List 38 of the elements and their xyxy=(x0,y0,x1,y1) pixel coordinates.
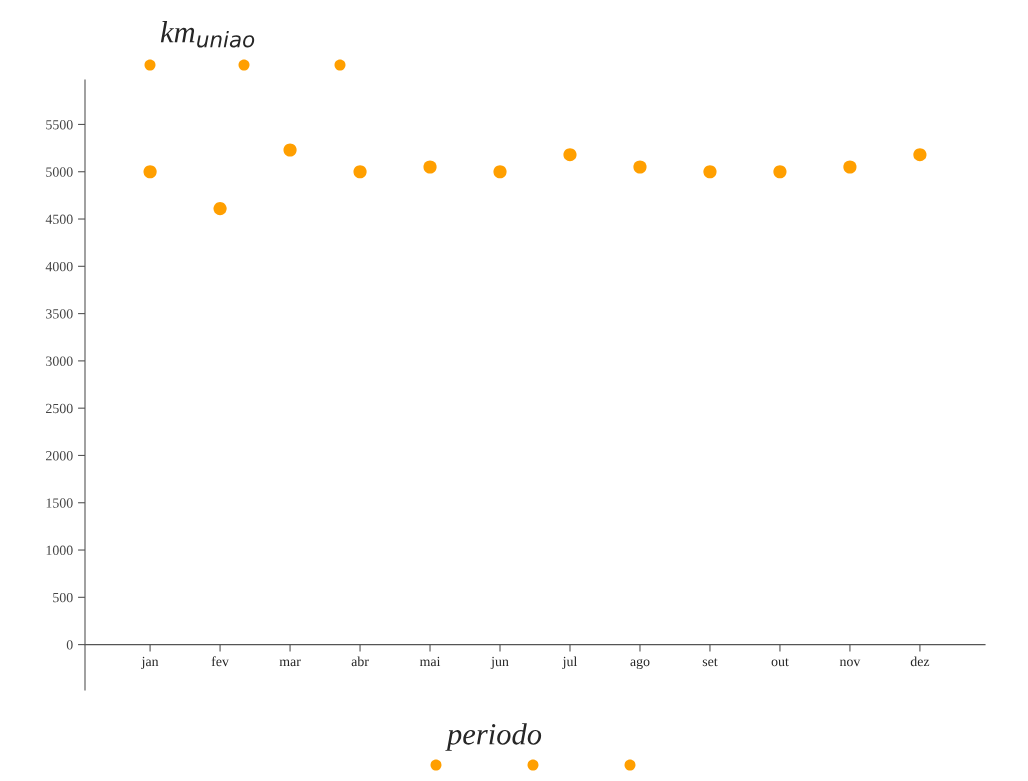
point xyxy=(563,148,577,162)
x-tick-label: jan xyxy=(141,656,159,670)
y-tick-label: 4000 xyxy=(45,261,73,272)
point xyxy=(143,165,157,179)
y-tick-label: 5000 xyxy=(46,167,73,177)
x-tick-label: jul xyxy=(562,656,578,670)
x-tick-label: jun xyxy=(490,656,509,670)
y-tick-label: 1000 xyxy=(46,545,73,555)
point xyxy=(423,160,437,174)
y-tick-label: 1500 xyxy=(46,498,73,508)
y-tick-label: 0 xyxy=(66,640,73,650)
x-axis-title: periodo xyxy=(445,723,542,751)
point xyxy=(213,202,227,216)
y-axis-title: km$_{uniao}$ xyxy=(160,20,255,48)
x-tick-label: mar xyxy=(279,659,301,667)
point xyxy=(493,165,507,179)
y-tick-label: 4500 xyxy=(45,214,73,224)
point xyxy=(703,165,717,179)
y-tick-label: 2000 xyxy=(46,451,73,461)
point xyxy=(843,160,857,174)
x-tick-label: abr xyxy=(351,656,369,667)
point xyxy=(633,160,647,174)
y-tick-label: 3000 xyxy=(46,356,73,366)
x-tick-label: out xyxy=(771,658,789,667)
point xyxy=(353,165,367,179)
x-tick-label: fev xyxy=(211,656,229,667)
point xyxy=(283,143,297,157)
x-tick-label: set xyxy=(702,658,718,667)
point xyxy=(773,165,787,179)
point xyxy=(913,148,927,162)
x-tick-label: dez xyxy=(910,656,930,667)
x-tick-label: ago xyxy=(630,658,650,670)
y-tick-label: 2500 xyxy=(46,403,73,414)
x-tick-label: nov xyxy=(839,659,861,667)
y-tick-label: 500 xyxy=(53,592,73,603)
y-tick-label: 5500 xyxy=(46,120,73,130)
y-tick-label: 3500 xyxy=(46,309,73,319)
x-tick-label: mai xyxy=(419,656,441,667)
